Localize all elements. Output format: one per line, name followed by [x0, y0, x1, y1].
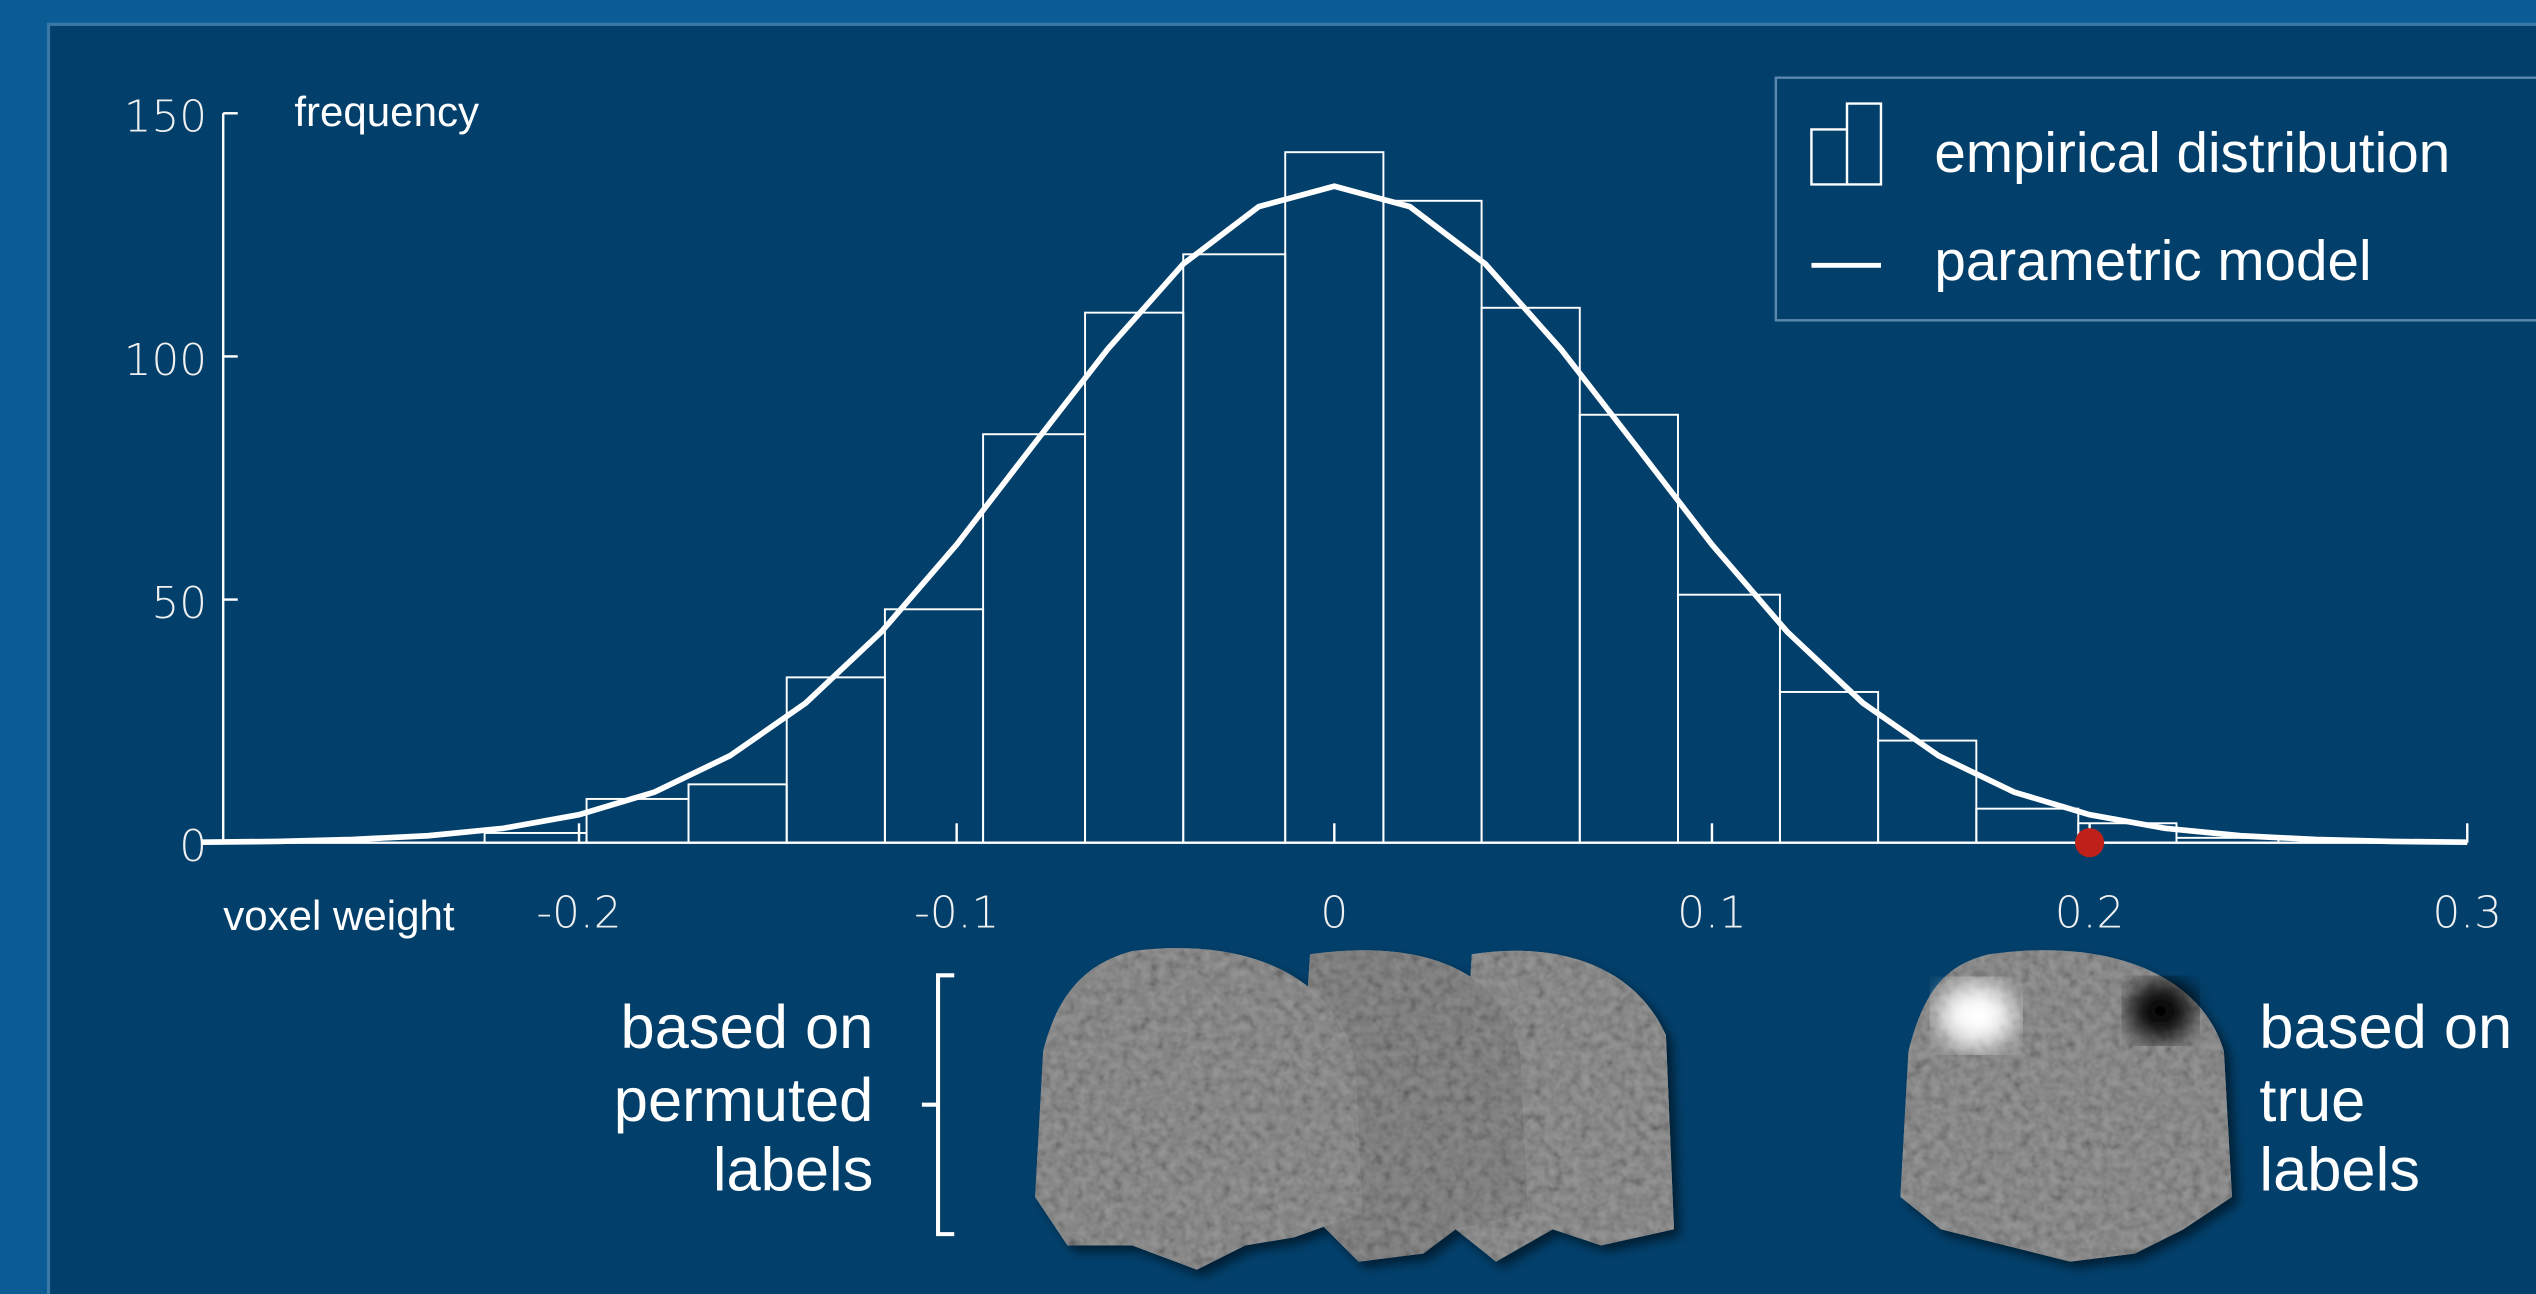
- y-axis-label: frequency: [294, 88, 479, 135]
- brain-activation: [1938, 983, 2016, 1048]
- true-weight-marker: [2075, 828, 2104, 857]
- annotation: permuted: [614, 1066, 874, 1135]
- brain-image-true: [1900, 950, 2232, 1261]
- legend-entry: parametric model: [1934, 229, 2371, 292]
- brain-images-permuted: [1035, 948, 1674, 1270]
- page: frequency voxel weight empirical distrib…: [0, 0, 2536, 1294]
- legend-entry: empirical distribution: [1934, 121, 2450, 184]
- annotation: based on: [621, 993, 874, 1062]
- x-tick-label: 0.1: [1677, 887, 1746, 938]
- x-tick-label: -0.1: [914, 887, 999, 938]
- y-tick-label: 50: [151, 578, 207, 629]
- x-tick-label: 0: [1320, 887, 1348, 938]
- chart: frequency voxel weight empirical distrib…: [0, 0, 2536, 1294]
- brain-slice: [1035, 948, 1362, 1270]
- x-tick-label: 0.2: [2055, 887, 2124, 938]
- annotation: true: [2259, 1066, 2365, 1135]
- y-tick-label: 150: [124, 92, 207, 143]
- y-tick-label: 0: [179, 821, 207, 872]
- annotation: labels: [713, 1135, 874, 1204]
- x-tick-label: -0.2: [536, 887, 621, 938]
- annotation: labels: [2259, 1135, 2420, 1204]
- brain-activation: [2128, 982, 2193, 1040]
- y-tick-label: 100: [124, 335, 207, 386]
- annotation: based on: [2259, 993, 2512, 1062]
- x-tick-label: 0.3: [2433, 887, 2502, 938]
- x-axis-label: voxel weight: [223, 892, 455, 939]
